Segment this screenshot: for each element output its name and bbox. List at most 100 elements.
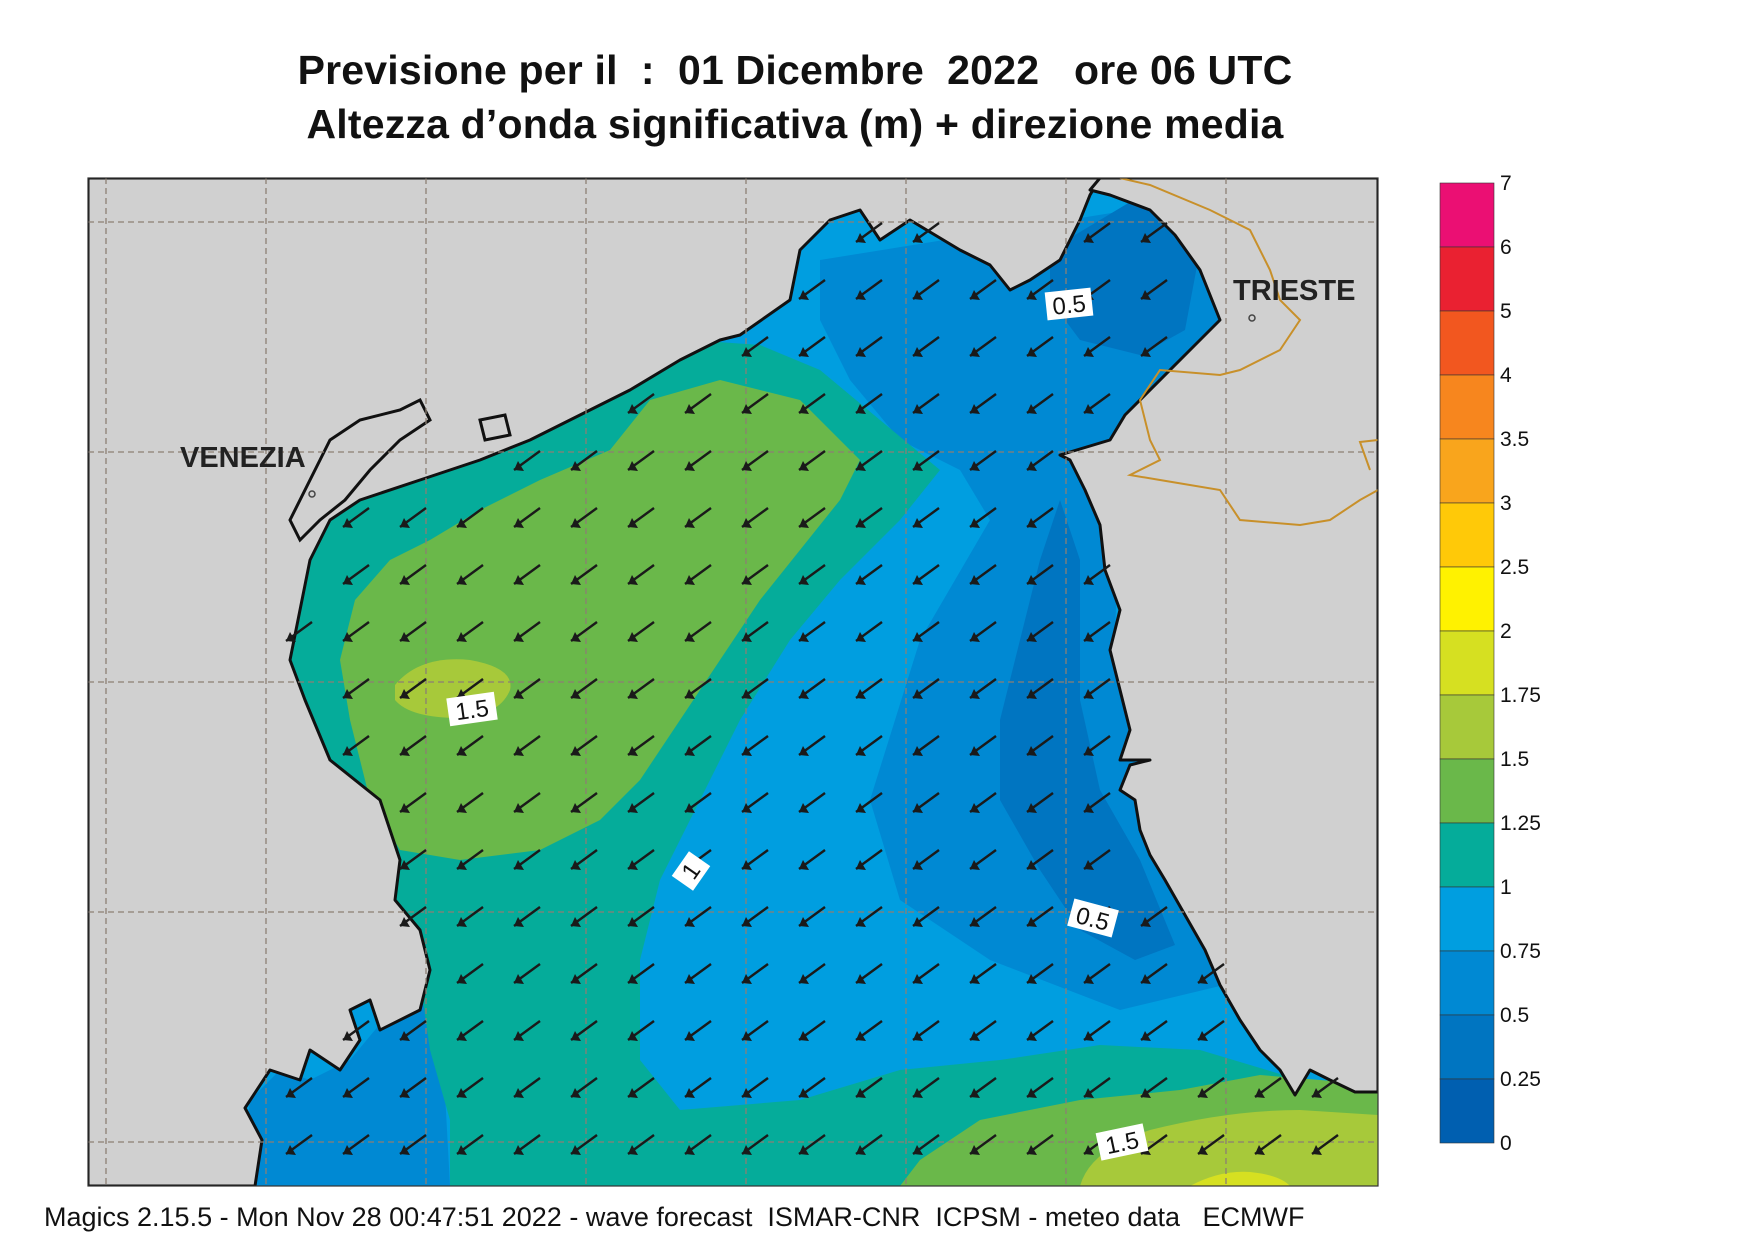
wave-arrow-head	[571, 1145, 581, 1155]
wave-arrow-head	[799, 575, 809, 585]
wave-arrow-head	[400, 689, 410, 699]
wave-arrow-head	[856, 1031, 866, 1041]
legend-label: 1.75	[1500, 684, 1541, 707]
wave-arrow-head	[1141, 974, 1151, 984]
wave-arrow-head	[1084, 404, 1094, 414]
wave-arrow-head	[856, 233, 866, 243]
wave-arrow-head	[970, 860, 980, 870]
wave-arrow-head	[1255, 1145, 1265, 1155]
wave-arrow-head	[799, 347, 809, 357]
wave-arrow-head	[514, 917, 524, 927]
wave-arrow-head	[1141, 1031, 1151, 1041]
wave-arrow-head	[1141, 347, 1151, 357]
wave-arrow-head	[1084, 746, 1094, 756]
wave-arrow-head	[799, 632, 809, 642]
legend-swatch	[1439, 1014, 1495, 1080]
wave-arrow-head	[1027, 632, 1037, 642]
wave-arrow-head	[1027, 1088, 1037, 1098]
wave-arrow-head	[1084, 347, 1094, 357]
wave-arrow-head	[343, 518, 353, 528]
wave-arrow-head	[571, 575, 581, 585]
wave-arrow-head	[514, 1031, 524, 1041]
wave-arrow-head	[1027, 290, 1037, 300]
wave-arrow-head	[970, 461, 980, 471]
wave-arrow-head	[799, 461, 809, 471]
wave-band-1-75-south	[1190, 1171, 1290, 1186]
legend-label: 3	[1500, 492, 1512, 515]
wave-arrow-head	[970, 347, 980, 357]
wave-arrow-head	[1084, 689, 1094, 699]
wave-arrow-head	[913, 404, 923, 414]
wave-arrow-head	[1027, 518, 1037, 528]
wave-arrow-head	[856, 1088, 866, 1098]
wave-arrow-head	[685, 461, 695, 471]
wave-arrow-head	[514, 803, 524, 813]
wave-arrow-head	[856, 290, 866, 300]
wave-arrow-head	[970, 1088, 980, 1098]
wave-arrow-head	[685, 404, 695, 414]
wave-arrow-head	[1027, 575, 1037, 585]
legend-swatch	[1439, 822, 1495, 888]
wave-arrow-head	[457, 860, 467, 870]
wave-arrow-head	[1198, 974, 1208, 984]
wave-arrow-head	[1027, 746, 1037, 756]
legend-swatch	[1439, 950, 1495, 1016]
wave-arrow-head	[799, 917, 809, 927]
wave-arrow-head	[1084, 974, 1094, 984]
wave-arrow-head	[628, 1145, 638, 1155]
wave-arrow-head	[514, 1145, 524, 1155]
wave-arrow-head	[1027, 347, 1037, 357]
wave-arrow-head	[742, 1088, 752, 1098]
wave-arrow-head	[1141, 290, 1151, 300]
wave-arrow-head	[742, 917, 752, 927]
wave-arrow-head	[400, 1145, 410, 1155]
wave-arrow-head	[685, 974, 695, 984]
map-frame	[87, 177, 1379, 1187]
wave-arrow-head	[1084, 1145, 1094, 1155]
wave-arrow-head	[457, 1031, 467, 1041]
legend-swatch	[1439, 566, 1495, 632]
legend-swatch	[1439, 886, 1495, 952]
wave-arrow-head	[343, 1145, 353, 1155]
wave-arrow-head	[286, 632, 296, 642]
wave-arrow-head	[628, 461, 638, 471]
legend-swatch	[1439, 246, 1495, 312]
wave-arrow-head	[799, 290, 809, 300]
wave-band-1-25	[340, 380, 860, 860]
contour-label-right: 0.5	[1067, 898, 1119, 938]
wave-arrow-head	[856, 632, 866, 642]
legend-swatch	[1439, 374, 1495, 440]
wave-arrow-head	[856, 860, 866, 870]
wave-arrow-head	[685, 518, 695, 528]
wave-arrow-head	[856, 803, 866, 813]
wave-arrow-head	[514, 575, 524, 585]
wave-arrow-head	[913, 233, 923, 243]
wave-arrow-head	[628, 917, 638, 927]
wave-arrow-head	[457, 803, 467, 813]
wave-arrow-head	[571, 518, 581, 528]
wave-arrow-head	[400, 1031, 410, 1041]
wave-arrow-head	[742, 1145, 752, 1155]
legend-label: 2	[1500, 620, 1512, 643]
wave-arrow-head	[685, 917, 695, 927]
wave-arrow-head	[628, 746, 638, 756]
wave-band-0-25-east	[1000, 500, 1175, 960]
wave-arrow-head	[742, 461, 752, 471]
wave-arrow-head	[742, 347, 752, 357]
wave-arrow-head	[400, 860, 410, 870]
wave-arrow-head	[1141, 917, 1151, 927]
city-label-trieste: TRIESTE	[1233, 275, 1355, 307]
legend-label: 6	[1500, 236, 1512, 259]
legend-label: 1	[1500, 876, 1512, 899]
wave-arrow-head	[913, 974, 923, 984]
wave-arrow-head	[856, 461, 866, 471]
city-label-venezia: VENEZIA	[180, 442, 306, 474]
legend-label: 4	[1500, 364, 1512, 387]
wave-arrow-head	[571, 803, 581, 813]
wave-arrow-head	[913, 632, 923, 642]
wave-arrow-head	[1312, 1145, 1322, 1155]
wave-arrow-head	[1198, 1088, 1208, 1098]
wave-arrow-head	[913, 803, 923, 813]
wave-arrow-head	[799, 803, 809, 813]
wave-arrow-head	[799, 689, 809, 699]
